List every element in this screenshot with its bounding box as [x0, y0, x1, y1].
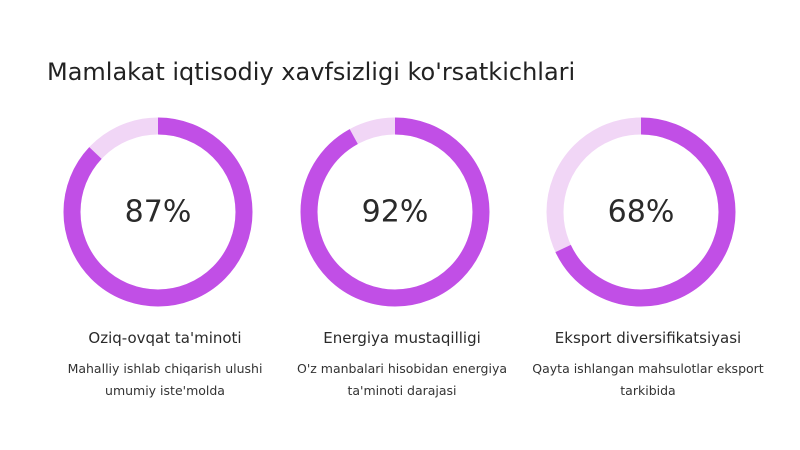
ring-value-arc: [300, 117, 490, 307]
kpi-description: Mahalliy ishlab chiqarish ulushi umumiy …: [67, 361, 263, 398]
donut-chart-export-diversification: 68%: [546, 117, 736, 307]
kpi-card-food-supply: 87% Oziq-ovqat ta'minoti Mahalliy ishlab…: [45, 110, 285, 410]
kpi-title: Energiya mustaqilligi: [323, 329, 481, 347]
kpi-description: Qayta ishlangan mahsulotlar eksport tark…: [532, 361, 764, 398]
kpi-card-export-diversification: 68% Eksport diversifikatsiyasi Qayta ish…: [528, 110, 768, 410]
kpi-description: O'z manbalari hisobidan energiya ta'mino…: [296, 361, 508, 398]
kpi-title: Oziq-ovqat ta'minoti: [88, 329, 242, 347]
percent-label: 68%: [608, 195, 675, 230]
ring-value-arc: [63, 117, 253, 307]
page-title: Mamlakat iqtisodiy xavfsizligi ko'rsatki…: [47, 58, 576, 86]
ring-value-arc: [546, 117, 736, 307]
percent-label: 92%: [362, 195, 429, 230]
donut-chart-energy-independence: 92%: [300, 117, 490, 307]
kpi-title: Eksport diversifikatsiyasi: [554, 329, 742, 347]
donut-chart-food-supply: 87%: [63, 117, 253, 307]
kpi-card-energy-independence: 92% Energiya mustaqilligi O'z manbalari …: [282, 110, 522, 410]
percent-label: 87%: [125, 195, 192, 230]
